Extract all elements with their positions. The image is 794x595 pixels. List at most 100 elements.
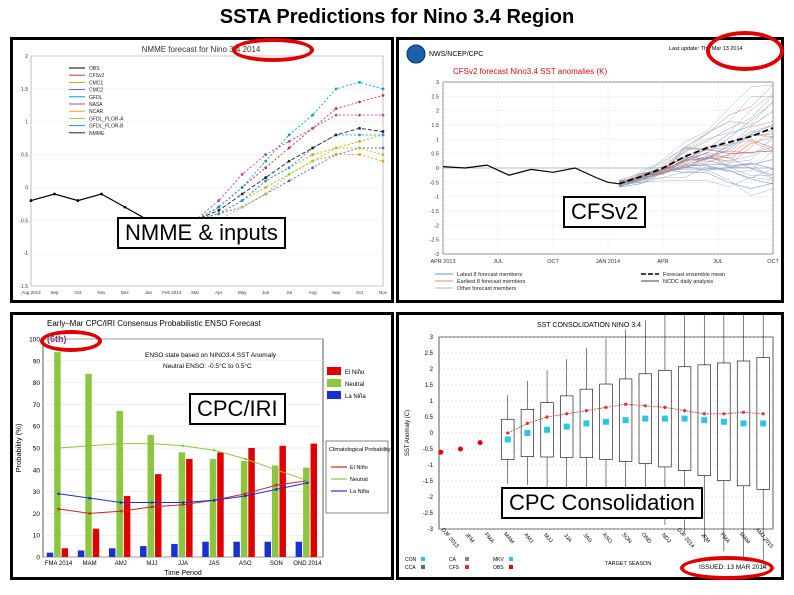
cons-cfs-point — [604, 405, 608, 409]
cpc-xtick: OND 2014 — [293, 561, 322, 567]
cons-ytick: 1 — [430, 399, 434, 405]
cpc-header: Early–Mar CPC/IRI Consensus Probabilisti… — [47, 319, 262, 328]
cfs-ytick: -2.5 — [430, 238, 439, 244]
cfs-member-line — [618, 136, 774, 185]
nmme-date-highlight — [232, 38, 314, 62]
cpc-clim-point — [57, 507, 60, 511]
cpc-clim-point — [212, 499, 216, 502]
cpc-bar — [248, 448, 255, 557]
cons-con-marker — [524, 430, 531, 436]
nmme-ytick: -1.5 — [19, 284, 28, 290]
nmme-point — [217, 212, 221, 216]
nmme-legend-label: GFDL — [89, 95, 103, 101]
cpc-xtick: FMA 2014 — [45, 561, 73, 567]
nmme-point — [358, 126, 361, 130]
cpc-clim-point — [275, 468, 278, 472]
cpc-xtick: SON — [270, 561, 283, 567]
cpc-chart: Early–Mar CPC/IRI Consensus Probabilisti… — [14, 319, 391, 577]
cfs-ytick: 3 — [436, 80, 439, 86]
nmme-point — [381, 113, 385, 117]
cfs-mean-line — [618, 127, 774, 185]
cpc-clim-point — [275, 488, 278, 491]
cfs-xtick: APR — [657, 259, 668, 265]
nmme-ytick: -0.5 — [19, 218, 28, 224]
cfs-ytick: -3 — [434, 252, 439, 258]
nmme-point — [358, 146, 361, 150]
nmme-point — [240, 172, 244, 176]
cpc-panel: Early–Mar CPC/IRI Consensus Probabilisti… — [10, 312, 394, 580]
nmme-xtick: Feb 2014 — [162, 290, 182, 295]
cpc-bar — [147, 434, 154, 557]
nmme-point — [311, 113, 314, 117]
cons-legend-swatch — [465, 557, 469, 561]
cons-con-marker — [681, 415, 688, 422]
nmme-point — [358, 153, 361, 156]
cfs-observed-line — [442, 164, 620, 185]
cpc-ytick: 10 — [33, 533, 41, 540]
cons-legend-swatch — [465, 565, 469, 569]
cpc-bar — [140, 546, 147, 557]
cpc-ytick: 20 — [33, 511, 41, 518]
cfs-member-line — [618, 125, 774, 185]
cpc-xtick: AMJ — [115, 561, 127, 567]
cons-con-marker — [760, 420, 767, 427]
nmme-xtick: Oct — [356, 290, 364, 295]
cfs-member-line — [618, 166, 774, 182]
nmme-ytick: 0 — [25, 185, 28, 191]
cpc-bar — [46, 552, 54, 557]
nmme-point — [334, 87, 338, 91]
cons-legend-label: CA — [449, 557, 457, 563]
cpc-clim-point — [88, 512, 91, 515]
cfs-label: CFSv2 — [563, 196, 647, 228]
cpc-clim-point — [306, 479, 309, 482]
cons-xtick: ASO — [601, 532, 614, 545]
cfs-legend-label: Forecast ensemble mean — [663, 272, 725, 278]
cfs-member-line — [618, 136, 774, 184]
nmme-point — [264, 159, 268, 163]
nmme-point — [311, 159, 314, 163]
nmme-point — [311, 153, 314, 156]
nmme-series-line — [195, 81, 384, 221]
cpc-bar — [240, 461, 248, 557]
cons-xtick: FMA — [719, 532, 731, 545]
nmme-legend-label: NMME — [89, 131, 105, 137]
cpc-clim-point — [212, 448, 216, 452]
cpc-clim-point — [57, 492, 60, 496]
cons-ytick: -0.5 — [423, 447, 434, 453]
cpc-clim-point — [306, 481, 309, 485]
nmme-point — [381, 146, 385, 150]
cpc-legend-swatch — [327, 379, 341, 387]
cons-cfs-point — [761, 412, 765, 416]
cpc-clim-legend-label: El Niño — [350, 465, 368, 471]
cfs-xtick: JAN 2014 — [596, 259, 620, 265]
nmme-point — [334, 107, 338, 110]
cfs-legend-label: Other forecast members — [457, 286, 517, 292]
cfs-member-line — [618, 137, 774, 183]
cons-cfs-point — [545, 415, 549, 419]
nmme-point — [287, 159, 291, 163]
cons-con-marker — [603, 418, 609, 425]
cpc-clim-point — [88, 496, 91, 500]
cpc-clim-point — [181, 503, 185, 506]
nmme-point — [217, 199, 221, 202]
cfs-header: CFSv2 forecast Nino3.4 SST anomalies (K) — [453, 67, 607, 76]
nmme-point — [311, 146, 314, 150]
cons-con-marker — [583, 420, 590, 427]
cpc-bar — [92, 528, 100, 557]
cons-cfs-point — [584, 409, 588, 413]
nmme-point — [358, 133, 361, 137]
cpc-clim-point — [243, 457, 247, 461]
cpc-ylabel: Probability (%) — [14, 423, 23, 472]
nmme-ytick: 1.5 — [21, 87, 28, 93]
nmme-point — [240, 205, 244, 209]
cons-obs-point — [457, 446, 463, 452]
nmme-point — [334, 146, 338, 150]
cons-xtick: MJJ — [542, 533, 553, 545]
cfs-legend-label: Earliest 8 forecast members — [457, 279, 526, 285]
cpc-clim-point — [119, 442, 123, 445]
nmme-xtick: Sep — [332, 290, 341, 295]
cons-label: CPC Consolidation — [501, 487, 703, 519]
cfs-chart: NWS/NCEP/CPC Last update: Thu Mar 13 2014… — [399, 40, 781, 300]
cfs-xtick: OCT — [547, 259, 559, 265]
cons-cfs-point — [565, 412, 569, 416]
